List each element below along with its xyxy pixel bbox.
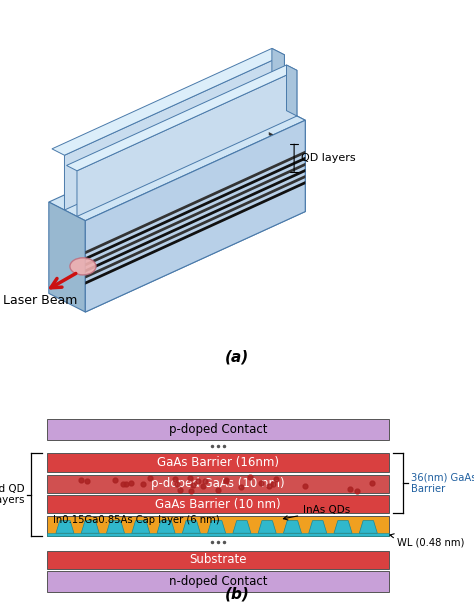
Text: (b): (b) — [225, 586, 249, 602]
Polygon shape — [85, 163, 305, 266]
Polygon shape — [132, 521, 150, 533]
Polygon shape — [283, 521, 301, 533]
Polygon shape — [208, 521, 226, 533]
Polygon shape — [49, 101, 305, 220]
Text: n-folded QD
Layers: n-folded QD Layers — [0, 484, 24, 506]
Text: n-doped Contact: n-doped Contact — [169, 575, 267, 588]
Bar — [47, 571, 389, 592]
Polygon shape — [269, 138, 305, 160]
Text: p-doped GaAs (10 nm): p-doped GaAs (10 nm) — [151, 477, 285, 490]
Polygon shape — [85, 169, 305, 272]
Polygon shape — [81, 521, 99, 533]
Polygon shape — [269, 150, 305, 172]
Polygon shape — [85, 157, 305, 260]
Polygon shape — [85, 157, 305, 260]
Polygon shape — [77, 70, 297, 216]
Text: InAs QDs: InAs QDs — [283, 506, 350, 520]
Bar — [47, 419, 389, 440]
Text: WL (0.48 nm): WL (0.48 nm) — [390, 534, 464, 548]
Text: p-doped Contact: p-doped Contact — [169, 423, 267, 436]
Polygon shape — [85, 181, 305, 284]
Polygon shape — [269, 101, 305, 211]
Bar — [47, 453, 389, 472]
Polygon shape — [49, 202, 85, 312]
Polygon shape — [286, 65, 297, 116]
Polygon shape — [85, 120, 305, 312]
Polygon shape — [85, 150, 305, 254]
Polygon shape — [66, 65, 297, 171]
Polygon shape — [269, 144, 305, 166]
Bar — [47, 475, 389, 493]
Polygon shape — [64, 55, 284, 210]
Polygon shape — [309, 521, 327, 533]
Polygon shape — [359, 521, 377, 533]
Text: QD layers: QD layers — [301, 153, 356, 163]
Polygon shape — [56, 521, 74, 533]
Polygon shape — [52, 48, 284, 155]
Polygon shape — [85, 150, 305, 254]
Polygon shape — [269, 132, 305, 154]
Polygon shape — [269, 156, 305, 178]
Bar — [47, 533, 389, 536]
Polygon shape — [85, 163, 305, 266]
Polygon shape — [107, 521, 125, 533]
Polygon shape — [272, 48, 284, 109]
Polygon shape — [85, 181, 305, 284]
Ellipse shape — [70, 258, 96, 275]
Bar — [47, 551, 389, 569]
Text: GaAs Barrier (10 nm): GaAs Barrier (10 nm) — [155, 498, 281, 511]
Bar — [47, 516, 389, 536]
Polygon shape — [269, 162, 305, 184]
Polygon shape — [85, 120, 305, 312]
Text: (a): (a) — [225, 350, 249, 364]
Polygon shape — [182, 521, 201, 533]
Polygon shape — [258, 521, 276, 533]
Text: 36(nm) GaAs
Barrier: 36(nm) GaAs Barrier — [411, 472, 474, 494]
Bar — [47, 495, 389, 513]
Polygon shape — [85, 169, 305, 272]
Text: GaAs Barrier (16nm): GaAs Barrier (16nm) — [157, 456, 279, 469]
Polygon shape — [157, 521, 175, 533]
Text: Laser Beam: Laser Beam — [3, 294, 77, 307]
Polygon shape — [334, 521, 352, 533]
Text: In0.15Ga0.85As Cap layer (6 nm): In0.15Ga0.85As Cap layer (6 nm) — [53, 515, 220, 525]
Text: Substrate: Substrate — [189, 553, 247, 567]
Polygon shape — [85, 175, 305, 278]
Polygon shape — [233, 521, 251, 533]
Polygon shape — [85, 175, 305, 278]
